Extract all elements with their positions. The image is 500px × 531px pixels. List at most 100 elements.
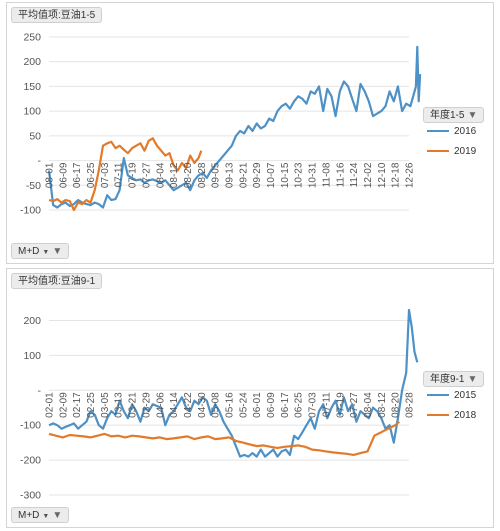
x-tick-label: 08-12: [169, 162, 180, 188]
legend-item-2018[interactable]: 2018: [427, 409, 476, 423]
legend-swatch-blue: [427, 394, 449, 397]
x-tick-label: 06-25: [86, 162, 97, 188]
axis-field-label: M+D: [18, 246, 40, 257]
series-line-2019: [48, 137, 203, 212]
x-tick-label: 11-16: [335, 162, 346, 187]
y-tick-label: -: [38, 155, 42, 167]
series-line-2018: [48, 420, 401, 456]
x-tick-label: 03-29: [141, 392, 152, 418]
legend-item-2016[interactable]: 2016: [427, 125, 476, 139]
x-tick-label: 02-09: [58, 392, 69, 418]
legend-swatch-orange: [427, 150, 449, 153]
value-field-label: 平均值项:豆油1-5: [18, 10, 96, 21]
x-tick-label: 08-28: [405, 392, 416, 418]
y-tick-label: 50: [29, 130, 41, 142]
x-tick-label: 09-13: [225, 162, 236, 188]
x-tick-label: 06-25: [294, 392, 305, 418]
y-tick-label: 200: [23, 56, 41, 68]
x-tick-label: 08-04: [363, 392, 374, 418]
value-field-button[interactable]: 平均值项:豆油9-1: [11, 273, 103, 289]
x-tick-label: 07-27: [141, 162, 152, 188]
x-tick-label: 11-24: [349, 162, 360, 187]
axis-field-label: M+D: [18, 510, 40, 521]
x-tick-label: 10-31: [308, 162, 319, 188]
legend-swatch-orange: [427, 414, 449, 417]
x-tick-label: 08-01: [45, 162, 56, 188]
x-tick-label: 02-25: [86, 392, 97, 418]
x-tick-label: 02-17: [72, 392, 83, 418]
x-tick-label: 12-02: [363, 162, 374, 188]
legend-title-label: 年度9-1: [430, 374, 465, 385]
legend-item-2019[interactable]: 2019: [427, 145, 476, 159]
y-tick-label: 150: [23, 81, 41, 93]
legend-item-2015[interactable]: 2015: [427, 389, 476, 403]
legend-swatch-blue: [427, 130, 449, 133]
x-tick-label: 08-20: [391, 392, 402, 418]
x-tick-label: 08-04: [155, 162, 166, 188]
y-tick-label: -100: [20, 420, 41, 432]
filter-icon: ▼: [467, 374, 478, 385]
x-tick-label: 05-08: [211, 392, 222, 418]
x-tick-label: 07-11: [321, 392, 332, 417]
filter-icon: ▼: [52, 246, 63, 257]
x-tick-label: 07-27: [349, 392, 360, 418]
x-tick-label: 09-29: [252, 162, 263, 188]
dropdown-arrow-icon: ▼: [42, 249, 50, 256]
x-tick-label: 04-06: [155, 392, 166, 418]
legend-label: 2018: [454, 410, 477, 421]
dropdown-arrow-icon: ▼: [42, 513, 50, 520]
x-tick-label: 07-03: [308, 392, 319, 418]
y-tick-label: 200: [23, 315, 41, 327]
chart-panel-soybean-oil-9-1: 平均值项:豆油9-1 -300 -200 -100-100 200 02-01 02-09…: [6, 268, 494, 528]
legend-title-label: 年度1-5: [430, 110, 465, 121]
x-tick-label: 04-30: [197, 392, 208, 418]
x-tick-label: 09-21: [238, 162, 249, 188]
x-tick-label: 03-13: [114, 392, 125, 418]
x-tick-label: 06-17: [72, 162, 83, 188]
x-tick-label: 11-08: [321, 162, 332, 187]
x-tick-label: 12-10: [377, 162, 388, 188]
series-line-2015: [48, 308, 419, 458]
y-tick-label: 100: [23, 106, 41, 118]
legend-filter-button[interactable]: 年度9-1 ▼: [423, 371, 485, 387]
x-tick-label: 07-19: [128, 162, 139, 188]
x-tick-label: 04-22: [183, 392, 194, 418]
x-tick-label: 07-03: [100, 162, 111, 188]
x-tick-label: 06-09: [266, 392, 277, 418]
axis-field-button[interactable]: M+D ▼ ▼: [11, 243, 70, 259]
value-field-button[interactable]: 平均值项:豆油1-5: [11, 7, 103, 23]
value-field-label: 平均值项:豆油9-1: [18, 276, 96, 287]
legend-label: 2016: [454, 126, 477, 137]
y-tick-label: -100: [20, 205, 41, 217]
x-tick-label: 06-17: [280, 392, 291, 418]
filter-icon: ▼: [52, 510, 63, 521]
x-tick-label: 04-14: [169, 392, 180, 418]
x-tick-label: 05-24: [238, 392, 249, 418]
x-tick-label: 09-05: [211, 162, 222, 188]
x-tick-label: 05-16: [225, 392, 236, 418]
x-tick-label: 08-20: [183, 162, 194, 188]
x-tick-label: 10-15: [280, 162, 291, 188]
x-tick-label: 07-19: [335, 392, 346, 418]
axis-field-button[interactable]: M+D ▼ ▼: [11, 507, 70, 523]
filter-icon: ▼: [467, 110, 478, 121]
x-tick-label: 06-01: [252, 392, 263, 418]
y-tick-label: -50: [26, 180, 41, 192]
y-tick-label: 100: [23, 350, 41, 362]
x-tick-label: 08-28: [197, 162, 208, 188]
x-tick-label: 02-01: [45, 392, 56, 418]
x-tick-label: 10-23: [294, 162, 305, 188]
y-tick-label: -200: [20, 455, 41, 467]
legend-label: 2015: [454, 390, 477, 401]
y-tick-label: -300: [20, 490, 41, 502]
y-tick-label: -: [38, 385, 42, 397]
legend-filter-button[interactable]: 年度1-5 ▼: [423, 107, 485, 123]
x-tick-label: 10-07: [266, 162, 277, 188]
x-tick-label: 03-21: [128, 392, 139, 418]
x-tick-label: 12-26: [405, 162, 416, 188]
x-tick-label: 08-12: [377, 392, 388, 418]
x-tick-label: 07-11: [114, 162, 125, 187]
chart-panel-soybean-oil-1-5: 平均值项:豆油1-5 -100 -50-50 100 150 200 250 08-01 06…: [6, 2, 494, 264]
